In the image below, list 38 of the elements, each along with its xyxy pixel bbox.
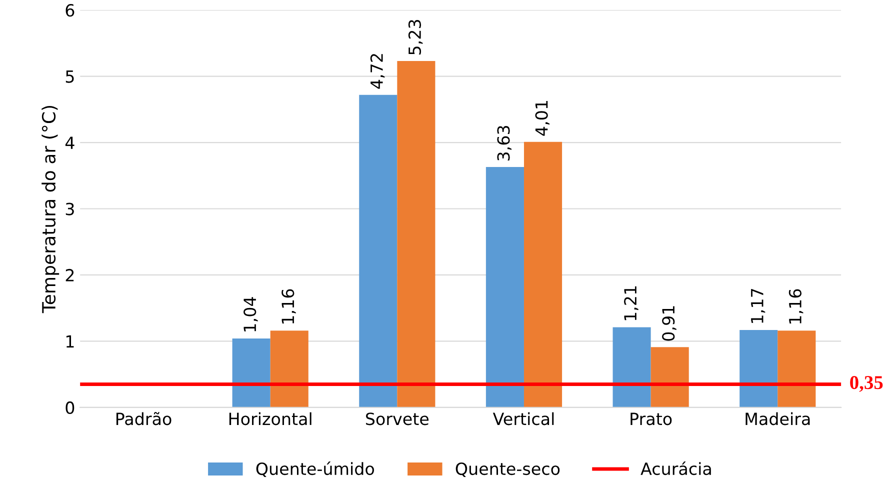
- bar: [650, 347, 689, 408]
- y-axis-title: Temperatura do ar (°C): [42, 106, 60, 314]
- y-tick-label: 4: [65, 136, 74, 149]
- y-tick-label: 6: [66, 4, 74, 17]
- text: 0,35: [850, 376, 883, 392]
- y-tick-label: 0: [66, 401, 74, 414]
- data-label: 0,91: [662, 306, 676, 341]
- data-label: 1,16: [282, 289, 296, 324]
- y-tick-label: 5: [66, 70, 74, 83]
- data-label: 4,72: [370, 54, 385, 89]
- bar: [486, 167, 524, 408]
- data-label: 1,17: [751, 288, 766, 323]
- data-label: 1,04: [244, 297, 258, 332]
- bar: [359, 94, 398, 408]
- x-tick-label: Horizontal: [229, 412, 312, 426]
- bar: [612, 327, 651, 408]
- data-label: 1,16: [788, 289, 804, 324]
- bar: [270, 330, 308, 408]
- x-tick-label: Vertical: [492, 412, 554, 426]
- y-tick-label: 1: [66, 335, 74, 348]
- x-tick-label: Madeira: [746, 412, 810, 426]
- data-label: 1,21: [624, 286, 638, 320]
- x-tick-label: Prato: [630, 412, 672, 426]
- bar: [232, 338, 270, 408]
- bar: [778, 330, 816, 408]
- legend-label: Quente-úmido: [256, 462, 374, 477]
- y-tick-label: 3: [66, 202, 74, 216]
- bar: [740, 330, 778, 408]
- x-tick-label: Padrão: [116, 412, 172, 426]
- x-tick-label: Sorvete: [366, 412, 429, 426]
- data-label: 3,63: [497, 126, 512, 160]
- data-label: 4,01: [535, 100, 550, 136]
- bar: [397, 61, 436, 408]
- legend-label: Acurácia: [640, 462, 711, 476]
- legend-label: Quente-seco: [456, 462, 560, 477]
- bar: [524, 142, 562, 408]
- y-tick-label: 2: [66, 268, 74, 282]
- data-label: 5,23: [408, 20, 423, 54]
